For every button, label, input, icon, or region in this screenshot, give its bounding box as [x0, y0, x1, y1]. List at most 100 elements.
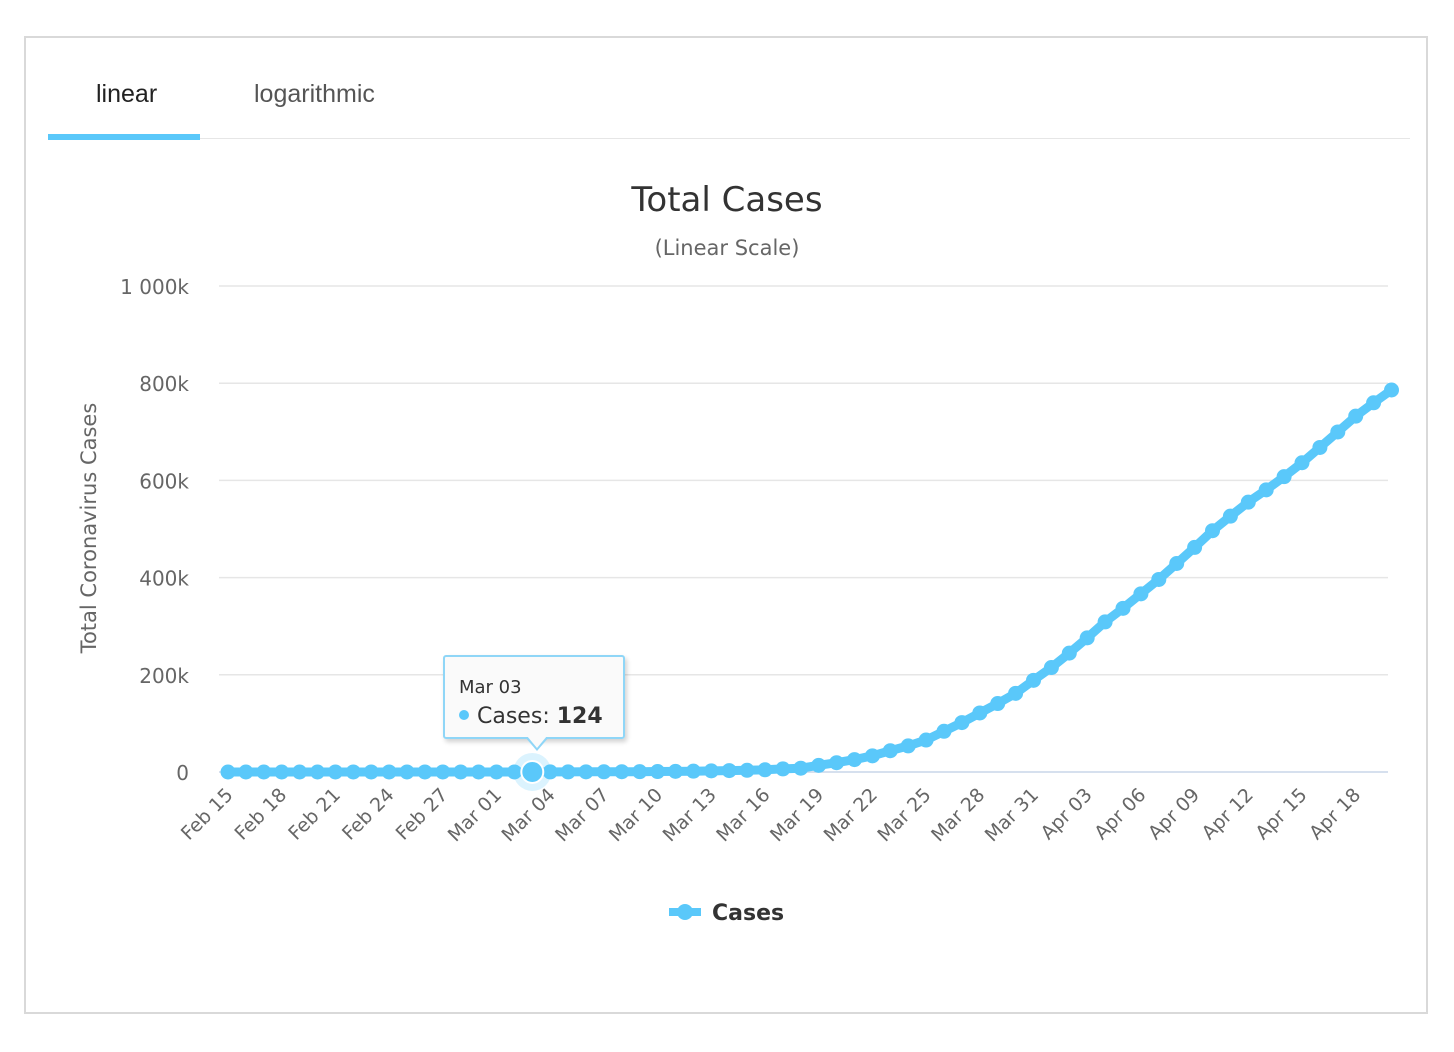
x-tick-label: Feb 15: [177, 784, 238, 845]
data-point: [1348, 408, 1364, 424]
data-point: [703, 763, 719, 779]
data-point: [954, 715, 970, 731]
active-tab-indicator: [48, 134, 200, 140]
tab-logarithmic[interactable]: logarithmic: [254, 80, 375, 108]
data-point: [327, 764, 343, 780]
x-tick-label: Apr 18: [1305, 784, 1365, 844]
data-point: [256, 764, 272, 780]
chart-title: Total Cases: [630, 180, 822, 220]
data-point: [685, 763, 701, 779]
data-point: [1079, 630, 1095, 646]
data-point: [1240, 494, 1256, 510]
y-tick-label: 800k: [139, 372, 189, 396]
data-point: [900, 738, 916, 754]
data-point: [274, 764, 290, 780]
data-point: [864, 748, 880, 764]
legend-marker: [677, 904, 693, 920]
data-point: [220, 764, 236, 780]
data-point: [363, 764, 379, 780]
data-point: [614, 764, 630, 780]
data-point: [417, 764, 433, 780]
x-tick-label: Mar 25: [873, 784, 935, 846]
data-point: [560, 764, 576, 780]
data-point: [1043, 660, 1059, 676]
data-point: [650, 764, 666, 780]
data-point: [399, 764, 415, 780]
data-point: [972, 705, 988, 721]
series-line: [223, 385, 1396, 777]
x-tick-label: Mar 07: [551, 784, 613, 846]
x-tick-label: Feb 27: [392, 784, 453, 845]
data-point: [542, 764, 558, 780]
data-point: [668, 763, 683, 779]
x-tick-label: Mar 13: [659, 784, 721, 846]
data-point: [578, 764, 594, 780]
x-tick-label: Mar 31: [981, 784, 1043, 846]
x-tick-label: Apr 06: [1090, 784, 1150, 844]
data-point: [1133, 586, 1149, 602]
data-point: [1384, 382, 1399, 398]
y-axis-title: Total Coronavirus Cases: [77, 403, 101, 655]
y-tick-label: 200k: [139, 664, 189, 688]
data-point: [918, 732, 934, 748]
x-tick-label: Apr 12: [1198, 784, 1258, 844]
tooltip-marker: [459, 710, 469, 720]
scale-tabs: linear logarithmic: [48, 38, 1410, 140]
y-tick-label: 1 000k: [120, 275, 189, 299]
data-point: [721, 763, 737, 779]
y-tick-label: 400k: [139, 567, 189, 591]
data-point: [1258, 482, 1274, 498]
data-point: [292, 764, 308, 780]
series-cases: [220, 382, 1399, 791]
data-point: [1294, 455, 1310, 471]
data-point: [990, 696, 1006, 712]
data-point: [1205, 523, 1220, 539]
x-tick-label: Mar 01: [444, 784, 506, 846]
data-point: [1008, 685, 1024, 701]
data-point: [793, 760, 809, 776]
data-point: [757, 762, 773, 778]
data-point: [936, 723, 952, 739]
data-point: [1312, 439, 1328, 455]
chart-subtitle: (Linear Scale): [655, 236, 800, 260]
data-point: [453, 764, 469, 780]
data-point: [596, 764, 612, 780]
data-point: [1366, 395, 1382, 411]
x-tick-label: Apr 09: [1144, 784, 1204, 844]
y-tick-label: 600k: [139, 469, 189, 493]
x-tick-label: Feb 24: [338, 784, 399, 845]
data-point: [829, 755, 845, 771]
tab-linear[interactable]: linear: [96, 80, 158, 108]
data-point: [471, 764, 487, 780]
legend-label: Cases: [712, 901, 784, 926]
data-point: [1330, 424, 1346, 440]
tooltip-value: 124: [556, 704, 603, 729]
chart-container: linear logarithmic: [24, 36, 1428, 1014]
data-point: [1097, 614, 1113, 630]
x-tick-label: Feb 21: [284, 784, 345, 845]
data-point: [811, 757, 827, 773]
data-point: [1061, 645, 1077, 661]
x-tick-label: Mar 16: [712, 784, 774, 846]
x-tick-label: Mar 10: [605, 784, 667, 846]
x-tick-label: Mar 19: [766, 784, 828, 846]
x-tick-label: Apr 15: [1251, 784, 1311, 844]
data-point: [632, 764, 648, 780]
data-point: [381, 764, 397, 780]
data-point: [775, 761, 791, 777]
data-point: [506, 764, 522, 780]
x-tick-label: Apr 03: [1037, 784, 1097, 844]
data-point: [1276, 469, 1292, 485]
data-point: [345, 764, 361, 780]
x-tick-label: Feb 18: [231, 784, 292, 845]
hover-point: [520, 759, 545, 784]
data-point: [882, 743, 898, 759]
tooltip-date: Mar 03: [459, 677, 522, 698]
data-point: [310, 764, 325, 780]
x-tick-label: Mar 04: [497, 784, 559, 846]
data-point: [1169, 556, 1185, 572]
legend[interactable]: Cases: [669, 901, 784, 926]
data-point: [1151, 571, 1167, 587]
